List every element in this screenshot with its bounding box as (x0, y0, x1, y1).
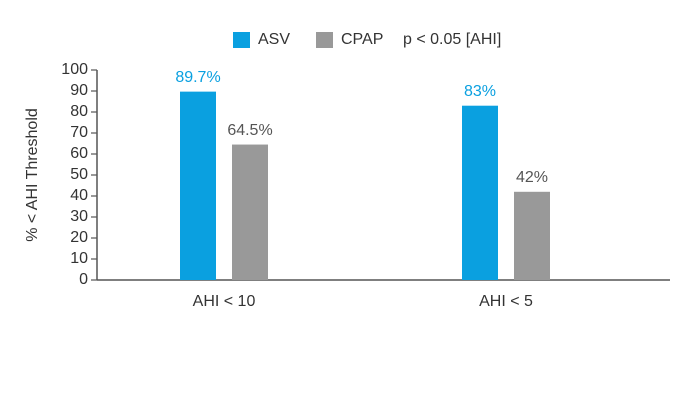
value-label: 42% (516, 169, 548, 186)
annotation: p < 0.05 [AHI] (403, 31, 501, 48)
y-tick-label: 0 (79, 271, 88, 288)
y-tick-label: 10 (70, 250, 88, 267)
y-tick-label: 80 (70, 103, 88, 120)
value-label: 64.5% (227, 122, 272, 139)
legend-swatch (233, 32, 250, 48)
bar (180, 91, 216, 280)
legend-swatch (316, 32, 333, 48)
x-tick-label: AHI < 5 (479, 293, 533, 310)
y-tick-label: 50 (70, 166, 88, 183)
y-tick-label: 20 (70, 229, 88, 246)
y-tick-label: 100 (61, 61, 88, 78)
y-tick-label: 40 (70, 187, 88, 204)
x-tick-label: AHI < 10 (193, 293, 256, 310)
value-label: 89.7% (175, 69, 220, 86)
bar (514, 191, 550, 280)
bar (462, 105, 498, 280)
legend-label: ASV (258, 31, 290, 48)
legend-label: CPAP (341, 31, 383, 48)
y-axis-label: % < AHI Threshold (24, 108, 41, 242)
y-tick-label: 60 (70, 145, 88, 162)
value-label: 83% (464, 83, 496, 100)
bar (232, 144, 268, 280)
y-tick-label: 70 (70, 124, 88, 141)
y-tick-label: 90 (70, 82, 88, 99)
y-tick-label: 30 (70, 208, 88, 225)
